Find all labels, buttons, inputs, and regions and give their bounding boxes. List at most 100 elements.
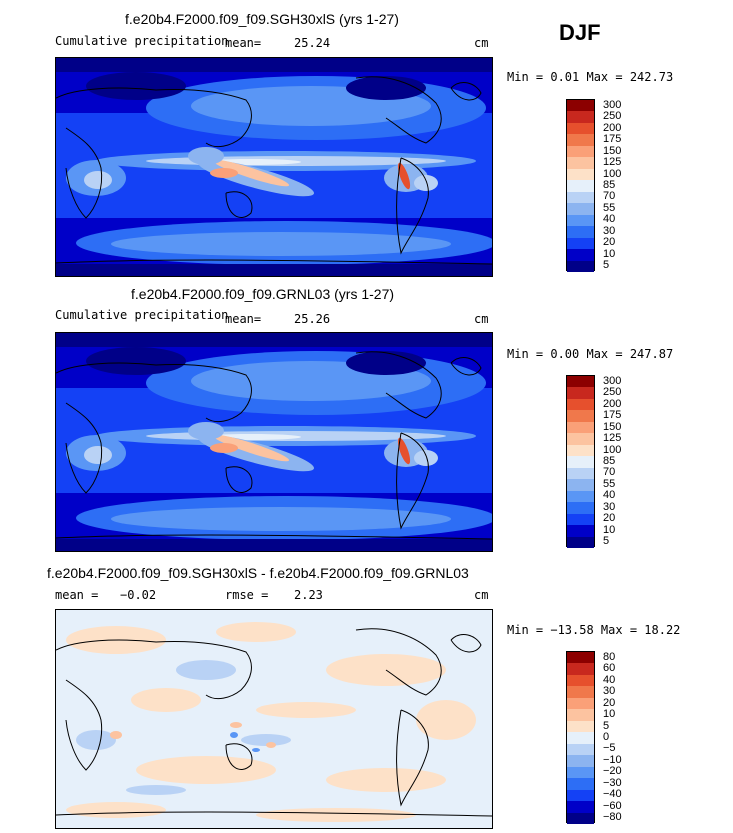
panel1-colorbar-tick-label: 10: [603, 247, 616, 260]
panel3-colorbar-swatch: [567, 755, 594, 767]
panel1-colorbar-tick-label: 150: [603, 144, 622, 157]
panel2-variable-label: Cumulative precipitation: [55, 308, 229, 322]
panel2-colorbar-swatch: [567, 444, 594, 457]
panel1-mean-value: 25.24: [294, 36, 331, 50]
panel3-colorbar-tick-label: 20: [603, 696, 616, 709]
panel1-variable-label: Cumulative precipitation: [55, 34, 229, 48]
season-label: DJF: [559, 20, 601, 45]
panel1-mean-label: mean=: [225, 36, 262, 50]
panel3-units: cm: [474, 588, 489, 602]
panel3-colorbar-tick-label: 30: [603, 685, 616, 698]
panel1-colorbar-tick-label: 5: [603, 259, 610, 272]
panel1-colorbar-tick-label: 100: [603, 167, 622, 180]
panel2-colorbar-tick-label: 30: [603, 500, 616, 513]
panel3-colorbar-tick-label: −40: [603, 788, 622, 801]
panel2-colorbar-tick-label: 300: [603, 374, 622, 387]
panel1-colorbar-tick-label: 125: [603, 156, 622, 169]
panel3-rmse-value: 2.23: [294, 588, 323, 602]
panel2-colorbar-swatch: [567, 479, 594, 491]
panel3-rmse-label: rmse =: [225, 588, 269, 602]
panel3-colorbar-tick-label: −30: [603, 776, 622, 789]
panel2-colorbar-tick-label: 10: [603, 523, 616, 536]
panel2-colorbar-tick-label: 70: [603, 466, 616, 479]
panel2-map-svg: [56, 333, 492, 551]
panel2-colorbar-swatch: [567, 421, 594, 434]
panel2-colorbar-swatch: [567, 525, 594, 537]
panel1-colorbar-swatch: [567, 100, 594, 112]
panel1-colorbar-tick-label: 85: [603, 179, 616, 191]
panel1-colorbar-swatch: [567, 249, 594, 261]
panel3-colorbar-tick-label: −5: [603, 742, 616, 755]
panel1-colorbar-swatch: [567, 145, 594, 158]
panel1-colorbar-tick-label: 200: [603, 121, 622, 134]
panel1-colorbar: 5 10 20 30 40 55 70 85 100 125 150 175 200 250 300: [566, 98, 646, 272]
panel2-colorbar-swatch: [567, 456, 594, 468]
panel1-colorbar-tick-label: 20: [603, 236, 616, 249]
panel1-minmax: Min = 0.01 Max = 242.73: [507, 70, 674, 84]
panel1-colorbar-tick-label: 70: [603, 190, 616, 203]
panel3-colorbar-swatch: [567, 732, 594, 744]
panel2-colorbar-swatch: [567, 536, 594, 548]
panel3-colorbar-swatch: [567, 709, 594, 721]
panel3-colorbar-swatch: [567, 674, 594, 687]
panel2-colorbar-tick-label: 5: [603, 535, 610, 548]
panel1-colorbar-swatch: [567, 111, 594, 123]
panel3-colorbar-tick-label: 5: [603, 719, 610, 732]
panel2-colorbar-swatch: [567, 513, 594, 526]
panel1-colorbar-swatch: [567, 157, 594, 169]
panel2-colorbar-tick-label: 20: [603, 512, 616, 525]
panel1-colorbar-swatch: [567, 226, 594, 238]
panel1-colorbar-swatch: [567, 214, 594, 227]
panel2-colorbar-swatch: [567, 410, 594, 422]
panel3-title: f.e20b4.F2000.f09_f09.SGH30xlS - f.e20b4…: [47, 565, 469, 581]
panel3-colorbar-swatch: [567, 652, 594, 664]
panel1-colorbar-tick-label: 40: [603, 213, 616, 226]
panel2-colorbar-swatch: [567, 467, 594, 480]
panel1-colorbar-swatch: [567, 134, 594, 146]
panel2-colorbar-swatch: [567, 502, 594, 514]
panel2-colorbar-swatch: [567, 376, 594, 388]
panel3-colorbar-tick-label: −20: [603, 765, 622, 778]
panel2-colorbar-tick-label: 125: [603, 432, 622, 445]
panel2-colorbar-tick-label: 250: [603, 386, 622, 399]
panel2-colorbar-swatch: [567, 490, 594, 503]
panel3-colorbar-tick-label: −60: [603, 799, 622, 812]
panel3-colorbar-swatch: [567, 697, 594, 710]
panel3-colorbar-swatch: [567, 663, 594, 675]
panel2-mean-label: mean=: [225, 312, 262, 326]
panel1-colorbar-swatch: [567, 122, 594, 135]
panel3-map: [55, 609, 493, 829]
panel1-map-svg: [56, 58, 492, 276]
panel2-mean-value: 25.26: [294, 312, 331, 326]
panel1-title: f.e20b4.F2000.f09_f09.SGH30xlS (yrs 1-27…: [125, 11, 399, 27]
panel1-colorbar-tick-label: 300: [603, 98, 622, 111]
panel3-colorbar-swatch: [567, 812, 594, 824]
panel2-title: f.e20b4.F2000.f09_f09.GRNL03 (yrs 1-27): [131, 286, 395, 302]
panel2-colorbar-tick-label: 40: [603, 489, 616, 502]
panel1-colorbar-swatch: [567, 191, 594, 204]
panel3-colorbar: −80 −60 −40 −30 −20 −10 −5 0 5 10 20 30 40 60 80: [566, 650, 646, 824]
panel3-colorbar-swatch: [567, 686, 594, 698]
panel3-colorbar-box: [566, 651, 595, 824]
panel3-colorbar-swatch: [567, 720, 594, 733]
panel2-minmax: Min = 0.00 Max = 247.87: [507, 347, 674, 361]
panel2-colorbar-swatch: [567, 433, 594, 445]
panel3-mean-label: mean =: [55, 588, 99, 602]
panel2-colorbar-tick-label: 150: [603, 420, 622, 433]
panel3-colorbar-swatch: [567, 778, 594, 790]
panel2-colorbar-tick-label: 200: [603, 397, 622, 410]
panel3-mean-value: −0.02: [120, 588, 157, 602]
panel1-colorbar-swatch: [567, 260, 594, 272]
panel3-colorbar-tick-label: −80: [603, 811, 622, 824]
panel3-colorbar-tick-label: 0: [603, 731, 610, 743]
panel2-units: cm: [474, 312, 489, 326]
panel3-colorbar-swatch: [567, 789, 594, 802]
panel3-minmax: Min = −13.58 Max = 18.22: [507, 623, 681, 637]
panel3-colorbar-tick-label: 80: [603, 650, 616, 663]
panel1-colorbar-swatch: [567, 168, 594, 181]
panel3-colorbar-tick-label: 40: [603, 673, 616, 686]
panel2-colorbar-tick-label: 55: [603, 477, 616, 490]
panel2-colorbar-tick-label: 175: [603, 409, 622, 422]
panel1-map: [55, 57, 493, 277]
panel3-colorbar-tick-label: 60: [603, 662, 616, 675]
